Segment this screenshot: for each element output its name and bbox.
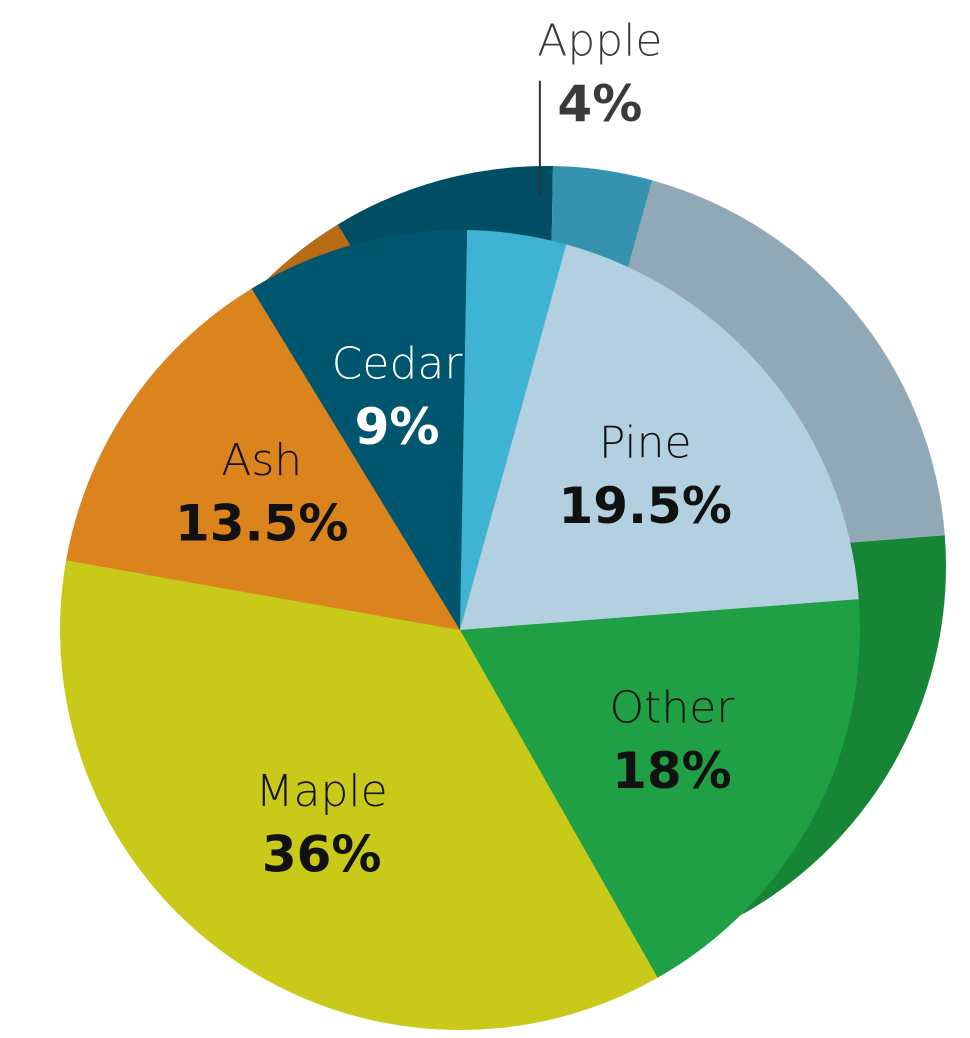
slice xyxy=(460,599,860,978)
slice xyxy=(460,230,567,631)
slice-name: Apple xyxy=(537,16,662,67)
slice-name: Ash xyxy=(221,435,302,486)
slice-value-label: 36% xyxy=(262,826,382,884)
slice xyxy=(251,230,467,631)
slice xyxy=(66,288,460,630)
slice-name: Maple xyxy=(256,766,388,817)
slice-value-label: 18% xyxy=(612,742,732,800)
slice-name: Other xyxy=(609,683,735,734)
slice xyxy=(59,560,658,1030)
slice-value-label: 9% xyxy=(355,398,440,456)
slice xyxy=(460,244,859,631)
slice-name: Cedar xyxy=(332,338,464,389)
slice-value-label: 13.5% xyxy=(175,494,348,552)
slice-value-label: 19.5% xyxy=(558,477,731,535)
slice-name: Pine xyxy=(599,417,692,468)
slice-value-label: 4% xyxy=(557,75,642,133)
